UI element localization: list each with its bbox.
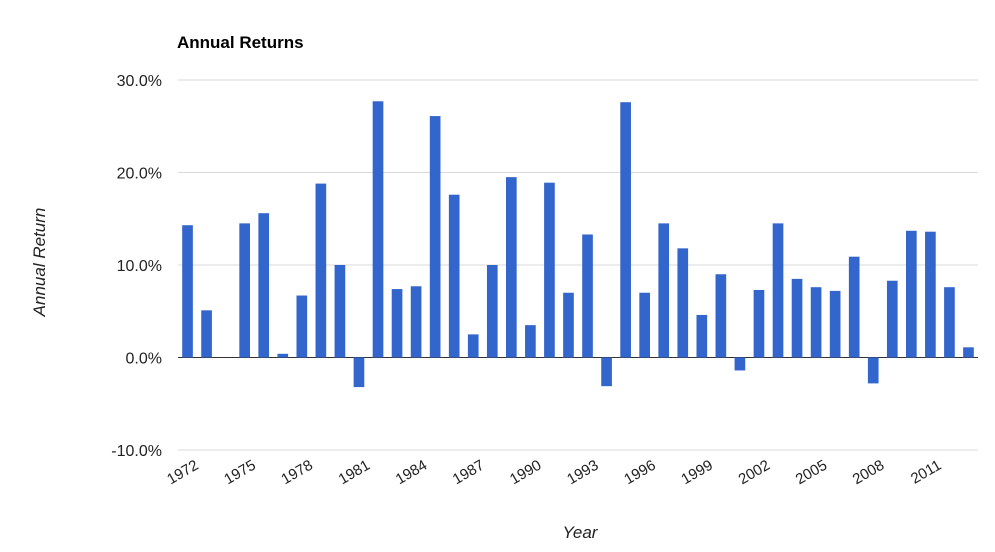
bar-2009 bbox=[886, 280, 898, 358]
bar-1987 bbox=[467, 334, 479, 358]
bar-2001 bbox=[734, 357, 746, 371]
x-tick-label: 1999 bbox=[678, 457, 715, 488]
bar-2002 bbox=[753, 289, 765, 358]
y-tick-label: 20.0% bbox=[117, 166, 162, 183]
bar-2011 bbox=[925, 231, 936, 358]
x-tick-label: 1987 bbox=[450, 457, 487, 488]
bar-1986 bbox=[448, 194, 460, 358]
x-tick-label: 1975 bbox=[221, 457, 258, 488]
bar-1992 bbox=[563, 292, 574, 358]
bar-2003 bbox=[772, 223, 784, 358]
bar-2006 bbox=[829, 290, 841, 358]
x-tick-label: 1984 bbox=[393, 457, 430, 488]
bar-1975 bbox=[239, 223, 250, 358]
bar-1973 bbox=[201, 310, 212, 358]
bar-2004 bbox=[791, 278, 803, 358]
bar-2008 bbox=[867, 357, 879, 384]
x-tick-label: 2011 bbox=[908, 457, 944, 488]
bar-1982 bbox=[372, 101, 384, 358]
bar-2010 bbox=[906, 230, 917, 358]
bar-1976 bbox=[258, 213, 270, 358]
bar-1984 bbox=[410, 286, 422, 358]
bar-2012 bbox=[944, 287, 955, 358]
bar-1998 bbox=[677, 248, 689, 358]
bar-2013 bbox=[963, 347, 974, 358]
bar-1994 bbox=[601, 357, 612, 387]
bar-1977 bbox=[277, 353, 289, 358]
bar-2005 bbox=[810, 287, 822, 358]
bar-2007 bbox=[848, 256, 860, 358]
y-axis-label: Annual Return bbox=[30, 208, 49, 318]
x-tick-label: 1990 bbox=[507, 457, 544, 488]
x-tick-label: 1981 bbox=[336, 457, 373, 488]
x-tick-label: 2002 bbox=[736, 457, 773, 488]
bar-1991 bbox=[544, 182, 555, 358]
bar-1983 bbox=[391, 289, 403, 358]
x-tick-label: 1972 bbox=[164, 457, 201, 488]
bar-2000 bbox=[715, 274, 727, 358]
bars bbox=[182, 101, 974, 388]
x-axis-label: Year bbox=[563, 523, 599, 542]
bar-1996 bbox=[639, 292, 650, 358]
y-axis-ticks: 30.0% 20.0% 10.0% 0.0% -10.0% bbox=[111, 73, 162, 460]
chart-title: Annual Returns bbox=[177, 33, 304, 52]
x-tick-label: 1996 bbox=[621, 457, 658, 488]
bar-1979 bbox=[315, 183, 327, 358]
bar-1990 bbox=[525, 325, 536, 358]
bar-1980 bbox=[334, 265, 346, 358]
bar-1999 bbox=[696, 314, 708, 358]
bar-1981 bbox=[353, 357, 365, 388]
y-tick-label: -10.0% bbox=[111, 443, 162, 460]
y-tick-label: 30.0% bbox=[117, 73, 162, 90]
bar-1988 bbox=[486, 265, 498, 358]
y-tick-label: 10.0% bbox=[117, 258, 162, 275]
x-tick-label: 1978 bbox=[278, 457, 315, 488]
bar-1989 bbox=[506, 177, 517, 358]
bar-1978 bbox=[296, 295, 308, 358]
bar-1972 bbox=[182, 225, 193, 358]
gridlines bbox=[178, 79, 978, 451]
x-tick-label: 1993 bbox=[564, 457, 601, 488]
bar-1993 bbox=[582, 234, 593, 358]
x-axis-ticks: 1972 1975 1978 1981 1984 1987 1990 1993 1996 1999… bbox=[164, 457, 944, 488]
bar-1985 bbox=[429, 116, 441, 358]
y-tick-label: 0.0% bbox=[126, 351, 162, 368]
bar-1995 bbox=[620, 102, 631, 358]
x-tick-label: 2008 bbox=[850, 457, 887, 488]
x-tick-label: 2005 bbox=[793, 457, 830, 488]
bar-1997 bbox=[658, 223, 670, 358]
